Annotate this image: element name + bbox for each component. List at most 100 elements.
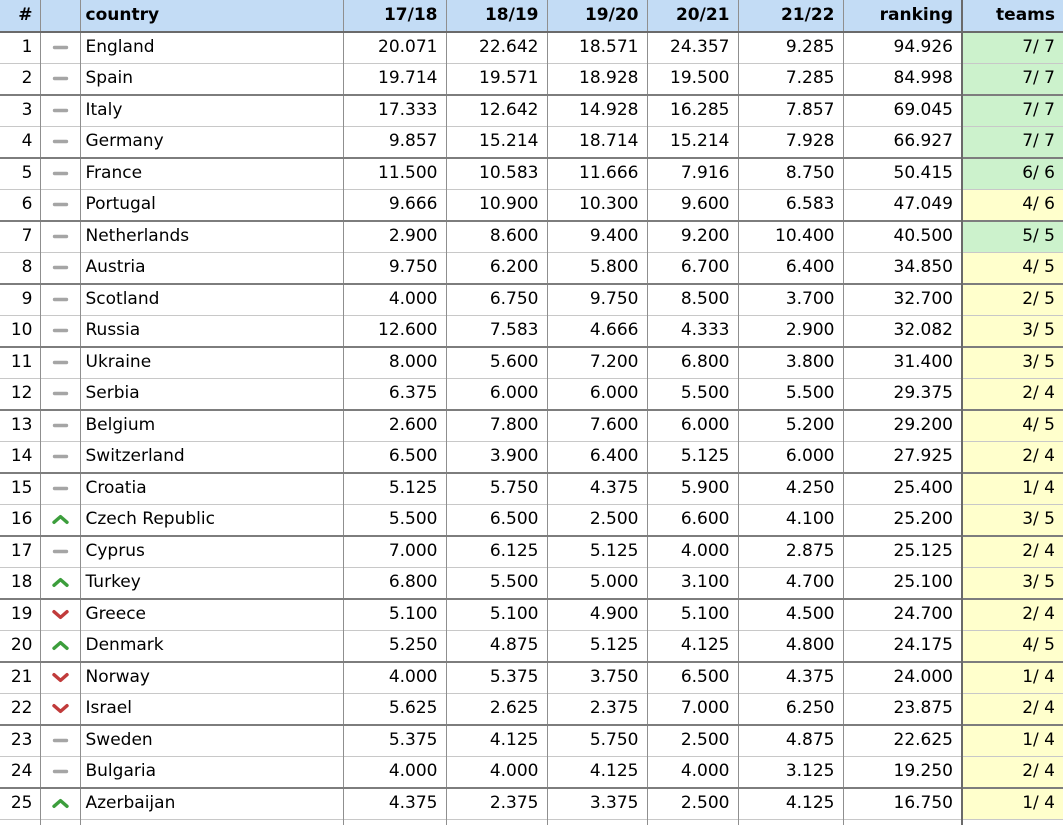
rank-cell: 11 <box>0 347 40 379</box>
season-21-22-cell: 6.400 <box>737 252 843 284</box>
ranking-cell: 19.250 <box>842 756 962 788</box>
season-19-20-cell: 2.500 <box>546 504 647 536</box>
season-21-22-cell: 6.000 <box>737 441 843 473</box>
season-19-20-cell: 5.125 <box>546 630 647 662</box>
table-row: 2 Spain 19.714 19.571 18.928 19.500 7.285 84.99… <box>0 63 1063 95</box>
rank-cell: 7 <box>0 221 40 253</box>
teams-cell: 7/ 7 <box>961 126 1063 158</box>
table-row: 10 Russia 12.600 7.583 4.666 4.333 2.900 32.082… <box>0 315 1063 347</box>
season-19-20-cell: 14.928 <box>546 95 647 127</box>
ranking-cell: 16.750 <box>842 788 962 820</box>
ranking-cell: 94.926 <box>842 32 962 64</box>
season-21-22-cell: 8.750 <box>737 158 843 190</box>
ranking-cell: 40.500 <box>842 221 962 253</box>
season-17-18-cell: 4.000 <box>342 662 446 694</box>
trend-cell <box>39 221 80 253</box>
rank-cell: 19 <box>0 599 40 631</box>
table-row: 5 France 11.500 10.583 11.666 7.916 8.750 50.41… <box>0 158 1063 190</box>
season-18-19-cell: 4.000 <box>445 756 547 788</box>
trend-steady-icon <box>52 328 68 332</box>
ranking-cell: 69.045 <box>842 95 962 127</box>
rank-cell: 8 <box>0 252 40 284</box>
country-cell: Spain <box>79 63 343 95</box>
trend-steady-icon <box>52 297 68 301</box>
season-17-18-cell: 4.375 <box>342 788 446 820</box>
season-18-19-cell: 3.900 <box>445 441 547 473</box>
ranking-cell: 50.415 <box>842 158 962 190</box>
ranking-cell: 29.375 <box>842 378 962 410</box>
country-cell: Portugal <box>79 189 343 221</box>
country-cell: Germany <box>79 126 343 158</box>
country-cell: Cyprus <box>79 536 343 568</box>
season-17-18-cell: 11.500 <box>342 158 446 190</box>
ranking-cell: 23.875 <box>842 693 962 725</box>
rank-cell: 6 <box>0 189 40 221</box>
season-21-22-cell: 6.250 <box>737 693 843 725</box>
rank-cell: 1 <box>0 32 40 64</box>
season-17-18-cell: 9.750 <box>342 252 446 284</box>
teams-cell: 3/ 5 <box>961 504 1063 536</box>
season-17-18-cell: 5.100 <box>342 599 446 631</box>
season-21-22-cell: 5.200 <box>737 410 843 442</box>
season-19-20-cell: 9.400 <box>546 221 647 253</box>
trend-steady-icon <box>52 454 68 458</box>
season-17-18-cell: 20.071 <box>342 32 446 64</box>
season-18-19-cell: 8.600 <box>445 221 547 253</box>
season-18-19-cell: 6.500 <box>445 504 547 536</box>
trend-steady-icon <box>52 769 68 773</box>
season-17-18-cell: 6.500 <box>342 441 446 473</box>
ranking-cell: 32.700 <box>842 284 962 316</box>
country-cell: Croatia <box>79 473 343 505</box>
season-17-18-cell: 5.250 <box>342 630 446 662</box>
rank-cell: 12 <box>0 378 40 410</box>
trend-steady-icon <box>52 265 68 269</box>
trend-cell <box>39 378 80 410</box>
season-21-22-cell: 4.100 <box>737 504 843 536</box>
trend-steady-icon <box>52 139 68 143</box>
country-cell: England <box>79 32 343 64</box>
country-cell: Azerbaijan <box>79 788 343 820</box>
empty-cell <box>737 819 843 825</box>
rank-cell: 22 <box>0 693 40 725</box>
season-21-22-cell: 4.500 <box>737 599 843 631</box>
season-17-18-cell: 9.857 <box>342 126 446 158</box>
country-cell: Israel <box>79 693 343 725</box>
table-row: 21 Norway 4.000 5.375 3.750 6.500 4.375 24.000 1… <box>0 662 1063 694</box>
teams-cell: 4/ 5 <box>961 410 1063 442</box>
season-19-20-cell: 7.200 <box>546 347 647 379</box>
country-cell: Turkey <box>79 567 343 599</box>
table-row: 13 Belgium 2.600 7.800 7.600 6.000 5.200 29.200… <box>0 410 1063 442</box>
season-17-18-cell: 5.125 <box>342 473 446 505</box>
season-20-21-cell: 6.000 <box>646 410 738 442</box>
season-20-21-cell: 2.500 <box>646 788 738 820</box>
country-cell: Russia <box>79 315 343 347</box>
season-17-18-cell: 6.800 <box>342 567 446 599</box>
teams-cell: 3/ 5 <box>961 315 1063 347</box>
season-19-20-cell: 4.666 <box>546 315 647 347</box>
season-21-22-cell: 7.285 <box>737 63 843 95</box>
table-row: 24 Bulgaria 4.000 4.000 4.125 4.000 3.125 19.25… <box>0 756 1063 788</box>
ranking-cell: 22.625 <box>842 725 962 757</box>
season-20-21-cell: 9.600 <box>646 189 738 221</box>
trend-cell <box>39 662 80 694</box>
season-19-20-cell: 5.125 <box>546 536 647 568</box>
season-21-22-cell: 10.400 <box>737 221 843 253</box>
country-cell: Serbia <box>79 378 343 410</box>
trend-steady-icon <box>52 391 68 395</box>
table-row: 14 Switzerland 6.500 3.900 6.400 5.125 6.000 27… <box>0 441 1063 473</box>
rank-cell: 10 <box>0 315 40 347</box>
season-18-19-cell: 5.375 <box>445 662 547 694</box>
ranking-cell: 24.175 <box>842 630 962 662</box>
season-17-18-cell: 5.625 <box>342 693 446 725</box>
col-header-season-21-22: 21/22 <box>737 0 843 33</box>
season-18-19-cell: 7.800 <box>445 410 547 442</box>
trend-down-icon <box>51 609 69 619</box>
season-18-19-cell: 7.583 <box>445 315 547 347</box>
season-18-19-cell: 5.750 <box>445 473 547 505</box>
teams-cell: 2/ 4 <box>961 441 1063 473</box>
season-18-19-cell: 15.214 <box>445 126 547 158</box>
season-19-20-cell: 6.000 <box>546 378 647 410</box>
teams-cell: 1/ 4 <box>961 473 1063 505</box>
empty-cell <box>546 819 647 825</box>
teams-cell: 4/ 5 <box>961 630 1063 662</box>
